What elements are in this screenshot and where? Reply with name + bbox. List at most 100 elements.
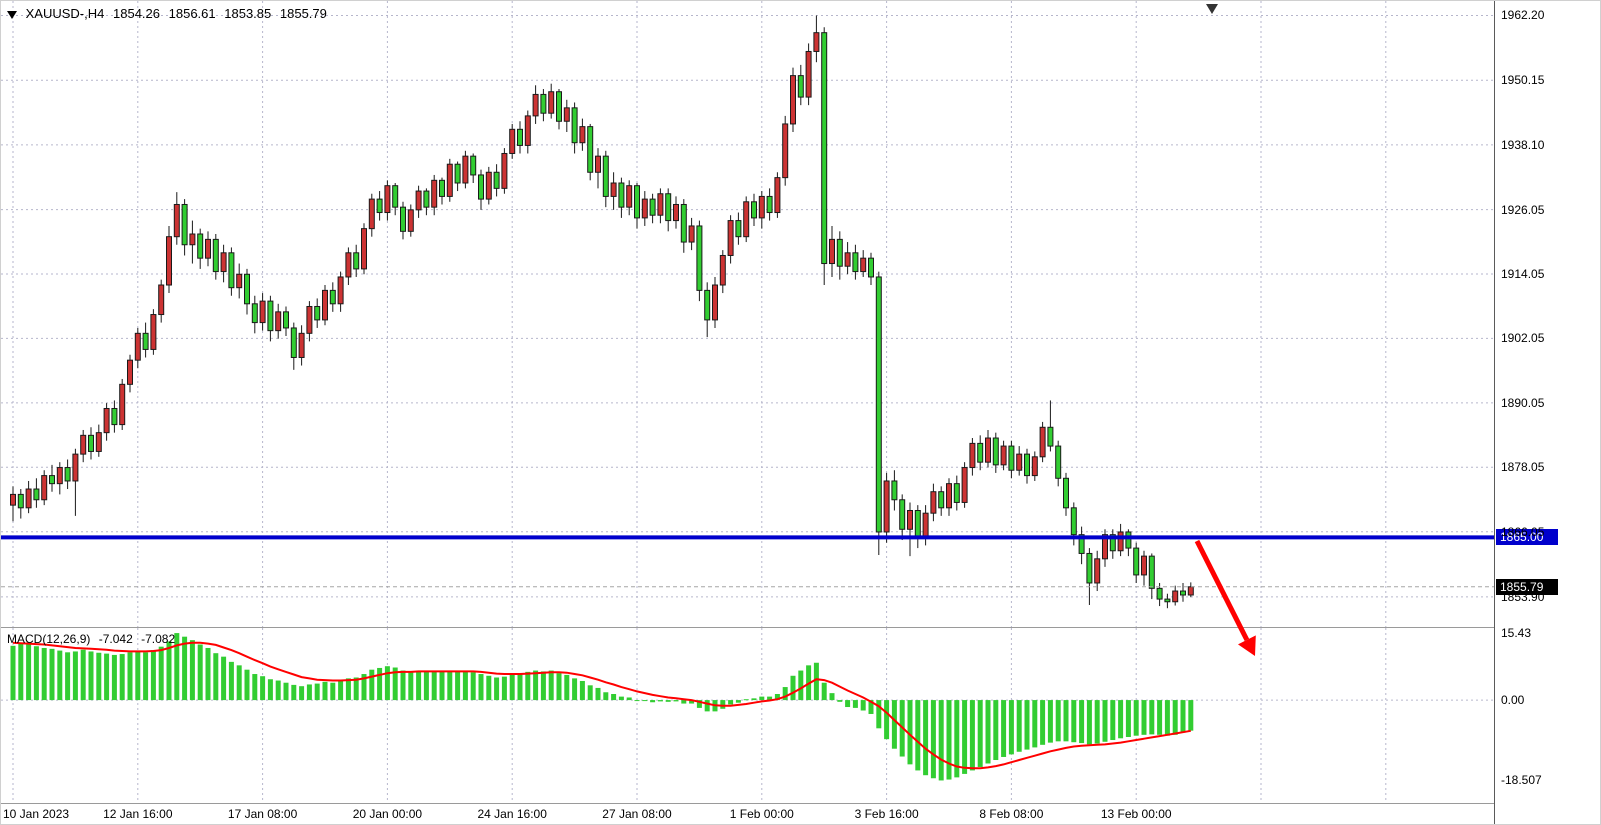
candle-bear — [470, 155, 477, 176]
candle-bull — [259, 300, 266, 324]
candle-bear — [1164, 598, 1171, 603]
price-chart-pane[interactable] — [1, 1, 1494, 627]
candle-bull — [1031, 456, 1038, 477]
time-label: 27 Jan 08:00 — [602, 807, 672, 821]
time-label: 20 Jan 00:00 — [352, 807, 423, 821]
macd-histogram-bar — [1157, 700, 1163, 735]
candle-bull — [969, 442, 976, 469]
macd-histogram-bar — [1001, 700, 1007, 757]
macd-histogram-bar — [595, 687, 601, 701]
candle-bull — [431, 179, 438, 208]
macd-indicator-pane[interactable] — [1, 628, 1494, 803]
candle-bear — [1086, 552, 1093, 584]
candle-bull — [95, 432, 102, 452]
ohlc-low: 1853.85 — [224, 6, 272, 21]
candle-bear — [836, 238, 843, 267]
candle-bear — [1148, 555, 1155, 589]
price-tick-label: 1902.05 — [1501, 331, 1545, 346]
macd-histogram-bar — [361, 674, 367, 701]
time-axis[interactable]: 10 Jan 2023 12 Jan 16:00 17 Jan 08:00 20 Ja… — [1, 804, 1494, 824]
macd-histogram-bar — [665, 700, 671, 702]
candle-bull — [844, 252, 851, 267]
candle-bull — [275, 311, 282, 332]
candle-bull — [10, 493, 16, 506]
candle-bull — [41, 475, 48, 501]
macd-histogram-bar — [767, 696, 773, 701]
macd-histogram-bar — [291, 684, 297, 701]
macd-histogram-bar — [930, 700, 936, 779]
macd-histogram-bar — [564, 674, 570, 701]
macd-histogram-bar — [478, 674, 484, 701]
candle-bear — [283, 311, 289, 329]
candle-bear — [1156, 587, 1163, 600]
candle-bear — [571, 107, 578, 144]
macd-histogram-bar — [1110, 700, 1116, 741]
macd-histogram-bar — [416, 670, 422, 701]
candle-bear — [1109, 534, 1116, 552]
macd-histogram-bar — [150, 650, 156, 701]
macd-histogram-bar — [423, 671, 429, 701]
candle-bear — [540, 93, 547, 114]
candle-bull — [758, 195, 765, 219]
macd-histogram-bar — [408, 671, 414, 701]
candle-bull — [103, 407, 110, 434]
macd-histogram-bar — [72, 651, 78, 701]
macd-histogram-bar — [65, 652, 71, 701]
candle-bull — [610, 182, 617, 197]
candle-bear — [439, 179, 445, 197]
macd-histogram-bar — [1180, 700, 1186, 733]
candle-bear — [353, 252, 360, 270]
candle-bull — [641, 198, 648, 219]
macd-histogram-bar — [462, 670, 468, 701]
macd-histogram-bar — [470, 672, 476, 701]
candle-bull — [743, 201, 750, 238]
macd-histogram-bar — [509, 674, 515, 701]
price-axis[interactable]: 1865.00 1855.79 1962.20 1950.15 1938.10 192… — [1494, 1, 1600, 824]
macd-histogram-bar — [384, 666, 390, 701]
candle-bull — [485, 171, 492, 200]
macd-histogram-bar — [1047, 700, 1053, 743]
candle-bear — [1008, 445, 1015, 471]
macd-value: -7.042 — [98, 632, 133, 646]
candle-bull — [1117, 531, 1124, 552]
candle-bull — [509, 128, 516, 154]
macd-histogram-bar — [681, 700, 687, 704]
macd-histogram-bar — [322, 681, 328, 701]
macd-histogram-bar — [915, 700, 921, 771]
macd-histogram-bar — [1055, 700, 1061, 742]
candle-bear — [1024, 453, 1030, 477]
macd-histogram-bar — [673, 700, 679, 702]
candle-bear — [1133, 547, 1140, 576]
candle-bull — [134, 332, 141, 361]
macd-histogram-bar — [400, 670, 406, 701]
candle-bull — [961, 467, 968, 503]
candle-bull — [298, 332, 305, 358]
candle-bear — [875, 276, 882, 533]
ohlc-close: 1855.79 — [279, 6, 327, 21]
candle-bull — [25, 488, 32, 509]
macd-histogram-bar — [33, 646, 39, 701]
candle-bear — [423, 190, 430, 208]
macd-histogram-bar — [689, 700, 695, 704]
macd-histogram-bar — [88, 651, 94, 701]
candle-bear — [852, 252, 859, 273]
candle-bull — [80, 434, 87, 455]
macd-histogram-bar — [868, 700, 874, 714]
chart-marker-icon — [7, 10, 17, 19]
candle-bear — [868, 257, 874, 278]
macd-histogram-bar — [431, 670, 437, 701]
candle-bull — [727, 220, 734, 256]
ohlc-high: 1856.61 — [168, 6, 216, 21]
macd-histogram-bar — [603, 692, 609, 701]
candle-bear — [267, 300, 274, 332]
candle-bear — [329, 289, 336, 305]
pane-separator[interactable] — [1, 627, 1494, 628]
macd-histogram-bar — [821, 682, 827, 701]
macd-histogram-bar — [166, 641, 172, 701]
candle-bull — [205, 238, 211, 259]
candle-bear — [1047, 426, 1054, 447]
macd-histogram-bar — [720, 700, 726, 709]
candle-bull — [127, 359, 133, 385]
macd-histogram-bar — [540, 671, 546, 701]
